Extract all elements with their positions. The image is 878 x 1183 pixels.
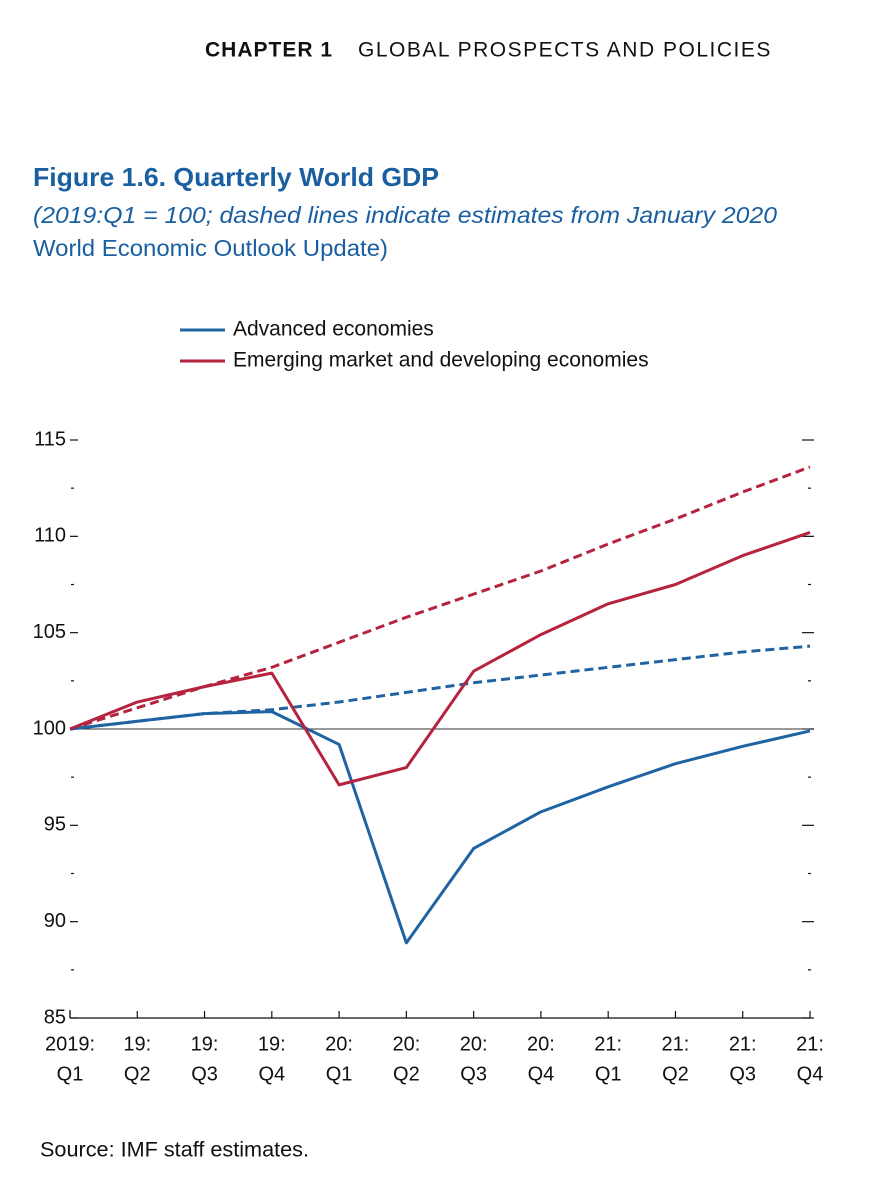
legend-label: Emerging market and developing economies bbox=[233, 349, 649, 372]
x-tick-label: Q1 bbox=[326, 1063, 353, 1085]
x-tick-label: 21: bbox=[662, 1033, 690, 1055]
y-tick-label: 105 bbox=[33, 621, 66, 643]
x-tick-label: Q3 bbox=[191, 1063, 218, 1085]
x-tick-label: 20: bbox=[392, 1033, 420, 1055]
x-tick-label: 20: bbox=[527, 1033, 555, 1055]
x-tick-label: Q4 bbox=[528, 1063, 555, 1085]
subtitle: (2019:Q1 = 100; dashed lines indicate es… bbox=[33, 202, 777, 228]
x-tick-label: 20: bbox=[325, 1033, 353, 1055]
x-tick-label: Q2 bbox=[393, 1063, 420, 1085]
x-tick-label: 19: bbox=[258, 1033, 286, 1055]
x-tick-label: 21: bbox=[796, 1033, 824, 1055]
series-line bbox=[69, 710, 811, 945]
x-tick-label: 21: bbox=[594, 1033, 622, 1055]
x-tick-label: Q3 bbox=[729, 1063, 756, 1085]
estimate-line bbox=[69, 644, 811, 731]
x-tick-label: 2019: bbox=[45, 1033, 95, 1055]
x-tick-label: Q1 bbox=[595, 1063, 622, 1085]
y-tick-label: 100 bbox=[33, 717, 66, 739]
y-tick-label: 115 bbox=[34, 428, 66, 450]
x-tick-label: 19: bbox=[123, 1033, 151, 1055]
x-tick-label: Q4 bbox=[797, 1063, 824, 1085]
y-tick-label: 95 bbox=[44, 814, 66, 836]
x-tick-label: Q1 bbox=[57, 1063, 84, 1085]
x-tick-label: 21: bbox=[729, 1033, 757, 1055]
series-line bbox=[69, 531, 811, 787]
section: GLOBAL PROSPECTS AND POLICIES bbox=[358, 39, 772, 62]
legend-label: Advanced economies bbox=[233, 318, 434, 341]
x-tick-label: Q2 bbox=[124, 1063, 151, 1085]
y-tick-label: 85 bbox=[44, 1006, 66, 1028]
chart-title: Figure 1.6. Quarterly World GDP bbox=[33, 162, 439, 192]
x-tick-label: 19: bbox=[191, 1033, 219, 1055]
estimate-line bbox=[69, 465, 811, 731]
subtitle: World Economic Outlook Update) bbox=[33, 235, 388, 261]
chapter: CHAPTER 1 bbox=[205, 39, 333, 62]
x-tick-label: Q2 bbox=[662, 1063, 689, 1085]
x-tick-label: 20: bbox=[460, 1033, 488, 1055]
y-tick-label: 90 bbox=[44, 910, 66, 932]
x-tick-label: Q4 bbox=[258, 1063, 285, 1085]
x-tick-label: Q3 bbox=[460, 1063, 487, 1085]
y-tick-label: 110 bbox=[34, 525, 66, 547]
source: Source: IMF staff estimates. bbox=[40, 1139, 309, 1162]
